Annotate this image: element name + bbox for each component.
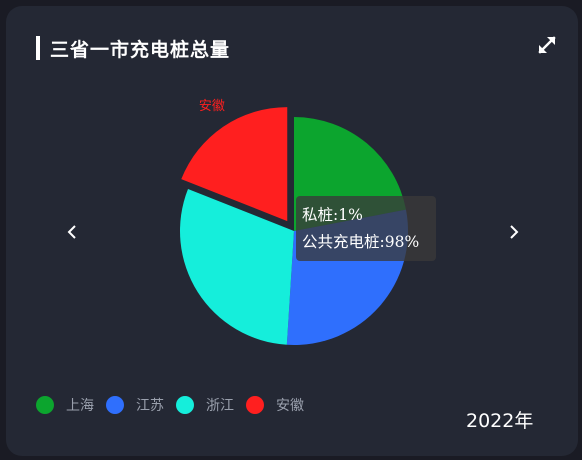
chart-legend: 上海 江苏 浙江 安徽 xyxy=(36,395,316,415)
legend-label: 浙江 xyxy=(206,398,234,414)
legend-dot xyxy=(36,396,54,414)
legend-dot xyxy=(246,396,264,414)
legend-item-jiangsu[interactable]: 江苏 xyxy=(106,395,164,415)
expand-icon[interactable] xyxy=(536,34,558,56)
pie-slice-label: 安徽 xyxy=(199,99,225,114)
tooltip-line-public: 公共充电桩:98% xyxy=(302,233,420,251)
chart-card: 三省一市充电桩总量 安徽 私桩:1% 公共充电桩:98% 上海 江 xyxy=(6,6,578,456)
legend-dot xyxy=(176,396,194,414)
tooltip-line-private: 私桩:1% xyxy=(302,206,363,224)
legend-label: 上海 xyxy=(66,398,94,414)
pie-chart: 安徽 xyxy=(180,99,408,346)
chevron-left-icon[interactable] xyxy=(58,218,86,246)
chevron-right-icon[interactable] xyxy=(500,218,528,246)
year-label: 2022年 xyxy=(466,410,534,432)
title-accent-bar xyxy=(36,36,40,60)
legend-label: 安徽 xyxy=(276,398,304,414)
legend-item-anhui[interactable]: 安徽 xyxy=(246,395,304,415)
chart-title: 三省一市充电桩总量 xyxy=(50,38,231,61)
legend-item-shanghai[interactable]: 上海 xyxy=(36,395,94,415)
title-bar: 三省一市充电桩总量 xyxy=(36,35,230,61)
legend-dot xyxy=(106,396,124,414)
pie-slice-2[interactable] xyxy=(180,189,294,345)
legend-item-zhejiang[interactable]: 浙江 xyxy=(176,395,234,415)
chart-tooltip: 私桩:1% 公共充电桩:98% xyxy=(296,196,436,261)
pie-slice-3[interactable] xyxy=(181,107,288,222)
legend-label: 江苏 xyxy=(136,398,164,414)
